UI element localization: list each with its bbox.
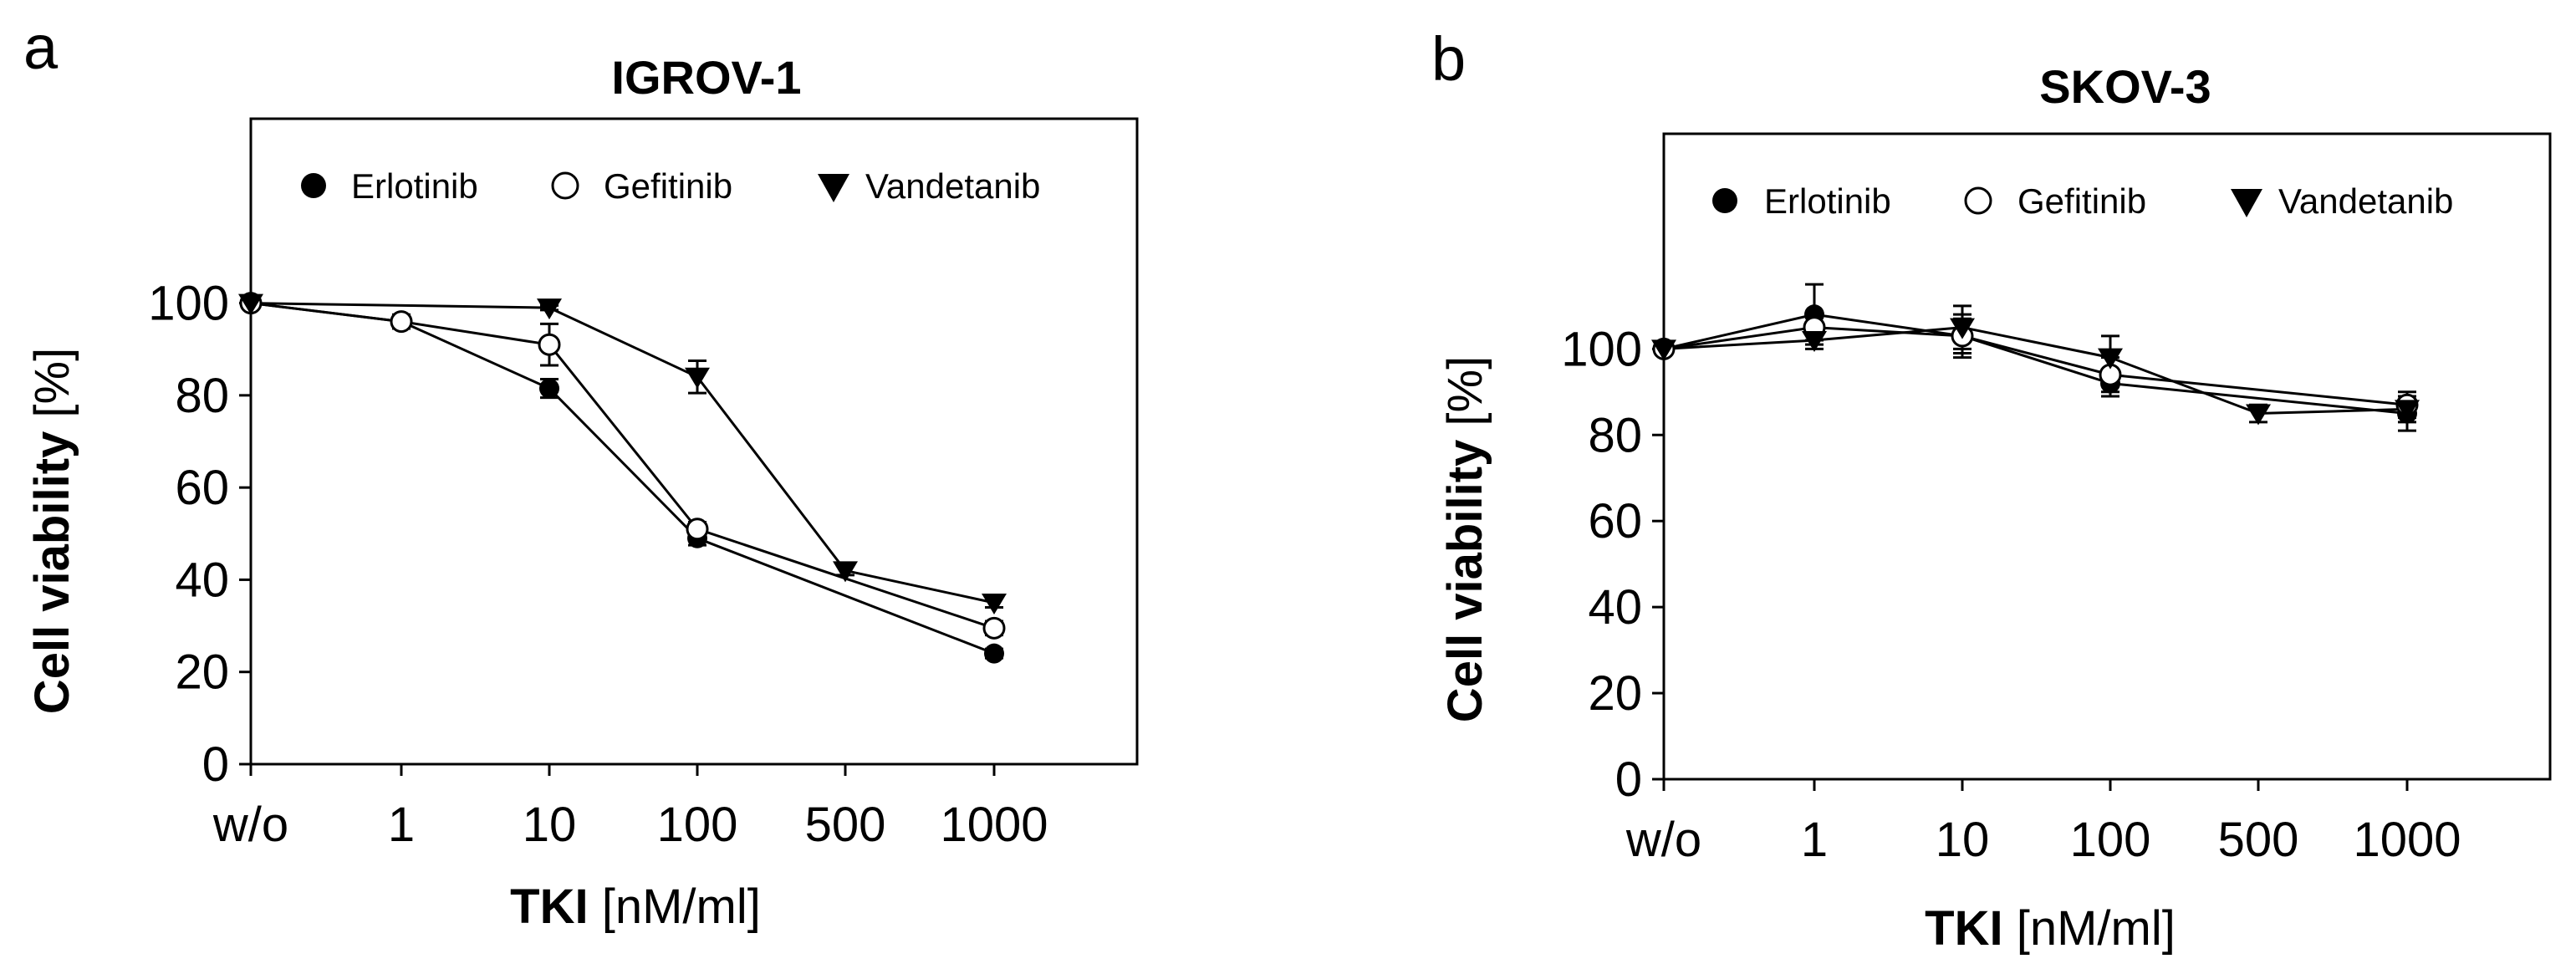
- data-point-vandetanib: [2395, 400, 2420, 421]
- y-axis-title-bold-a: Cell viability: [25, 431, 79, 714]
- y-tick-label: 40: [1588, 580, 1642, 635]
- chart-panel-b: b SKOV-3 TKI [nM/ml] Cell viability [%] …: [1431, 24, 2552, 956]
- legend-item-vandetanib: Vandetanib: [818, 166, 1040, 206]
- data-point-gefitinib: [686, 518, 709, 541]
- x-axis-title-bold-a: TKI: [510, 880, 588, 934]
- x-axis-title-a: TKI [nM/ml]: [510, 880, 761, 934]
- legend-marker-triangle-down-icon: [2231, 189, 2262, 217]
- y-tick-label: 20: [175, 645, 229, 700]
- panel-letter-a: a: [23, 13, 59, 82]
- data-point-erlotinib: [539, 378, 559, 399]
- y-tick-label: 20: [1588, 666, 1642, 721]
- x-axis-title-bold-b: TKI: [1925, 901, 2002, 956]
- x-tick-label: 1: [388, 798, 415, 852]
- data-point-vandetanib: [1651, 339, 1676, 361]
- x-tick-label: w/o: [212, 798, 288, 852]
- data-point-vandetanib: [2246, 404, 2271, 426]
- x-tick-label: w/o: [1625, 813, 1701, 867]
- y-axis-title-b: Cell viability [%]: [1438, 356, 1492, 722]
- data-point-vandetanib: [685, 367, 710, 389]
- x-tick-label: 10: [523, 798, 577, 852]
- legend-marker-filled-circle-icon: [1712, 188, 1737, 213]
- y-tick-label: 0: [1615, 752, 1642, 807]
- chart-title-a: IGROV-1: [611, 51, 801, 104]
- y-tick-label: 60: [1588, 494, 1642, 548]
- y-axis-title-a: Cell viability [%]: [25, 348, 79, 714]
- data-point-gefitinib: [538, 333, 561, 356]
- y-tick-label: 100: [1561, 322, 1642, 376]
- data-point-vandetanib: [1950, 318, 1975, 339]
- x-tick-label: 1: [1801, 813, 1828, 867]
- legend-item-erlotinib: Erlotinib: [301, 166, 478, 206]
- x-axis-title-unit-b: [nM/ml]: [2003, 901, 2176, 956]
- x-tick-label: 500: [2218, 813, 2299, 867]
- chart-panel-a: a IGROV-1 TKI [nM/ml] Cell viability [%]…: [23, 13, 1139, 934]
- legend-label-gefitinib: Gefitinib: [604, 166, 732, 206]
- legend-label-vandetanib: Vandetanib: [865, 166, 1040, 206]
- legend-marker-triangle-down-icon: [818, 174, 849, 202]
- plot-frame-a: [249, 117, 1139, 766]
- series-line-gefitinib: [1663, 326, 2408, 406]
- plot-frame-b: [1662, 132, 2552, 781]
- y-axis-title-bold-b: Cell viability: [1438, 440, 1492, 722]
- legend-label-erlotinib: Erlotinib: [351, 166, 478, 206]
- data-point-gefitinib: [982, 616, 1006, 640]
- y-tick-label: 0: [202, 737, 229, 792]
- panel-letter-b: b: [1431, 24, 1466, 94]
- legend-marker-filled-circle-icon: [301, 173, 326, 198]
- series-line-erlotinib: [250, 302, 995, 655]
- y-tick-label: 80: [1588, 408, 1642, 462]
- y-tick-label: 40: [175, 553, 229, 607]
- plot-area-b: 0 20 40 60 80 100 w/o 1 10 100 500 1000: [1561, 283, 2461, 867]
- x-tick-label: 500: [805, 798, 886, 852]
- x-tick-label: 1000: [2353, 813, 2461, 867]
- y-tick-label: 100: [148, 277, 229, 331]
- data-point-vandetanib: [238, 293, 263, 315]
- data-point-vandetanib: [833, 561, 858, 583]
- series-line-vandetanib: [250, 302, 995, 604]
- y-axis-title-unit-a: [%]: [25, 348, 79, 431]
- plot-area-a: 0 20 40 60 80 100 w/o 1 10 100 500 1000: [148, 277, 1048, 852]
- x-axis-title-b: TKI [nM/ml]: [1925, 901, 2176, 956]
- chart-title-b: SKOV-3: [2039, 60, 2211, 113]
- y-axis-title-unit-b: [%]: [1438, 356, 1492, 440]
- x-tick-label: 100: [657, 798, 738, 852]
- legend-item-gefitinib: Gefitinib: [551, 166, 732, 206]
- legend-marker-open-circle-icon: [1964, 186, 1992, 215]
- series-line-vandetanib: [1663, 326, 2408, 416]
- series-line-erlotinib: [1663, 313, 2408, 416]
- legend-item-erlotinib: Erlotinib: [1712, 181, 1891, 221]
- legend-marker-open-circle-icon: [551, 171, 579, 200]
- legend-label-gefitinib: Gefitinib: [2017, 181, 2146, 221]
- legend-item-gefitinib: Gefitinib: [1964, 181, 2146, 221]
- data-point-vandetanib: [537, 298, 562, 320]
- legend-a: Erlotinib Gefitinib Vandetanib: [301, 166, 1040, 206]
- y-tick-label: 60: [175, 461, 229, 515]
- y-tick-label: 80: [175, 369, 229, 423]
- x-tick-label: 1000: [940, 798, 1048, 852]
- x-tick-label: 10: [1936, 813, 1990, 867]
- legend-label-vandetanib: Vandetanib: [2278, 181, 2453, 221]
- data-point-vandetanib: [982, 594, 1007, 614]
- legend-b: Erlotinib Gefitinib Vandetanib: [1712, 181, 2453, 221]
- legend-item-vandetanib: Vandetanib: [2231, 181, 2453, 221]
- x-axis-title-unit-a: [nM/ml]: [589, 880, 761, 934]
- data-point-gefitinib: [390, 310, 413, 334]
- legend-label-erlotinib: Erlotinib: [1764, 181, 1891, 221]
- data-point-vandetanib: [1802, 331, 1827, 353]
- data-point-erlotinib: [984, 643, 1004, 664]
- data-point-vandetanib: [2098, 348, 2123, 370]
- x-tick-label: 100: [2070, 813, 2151, 867]
